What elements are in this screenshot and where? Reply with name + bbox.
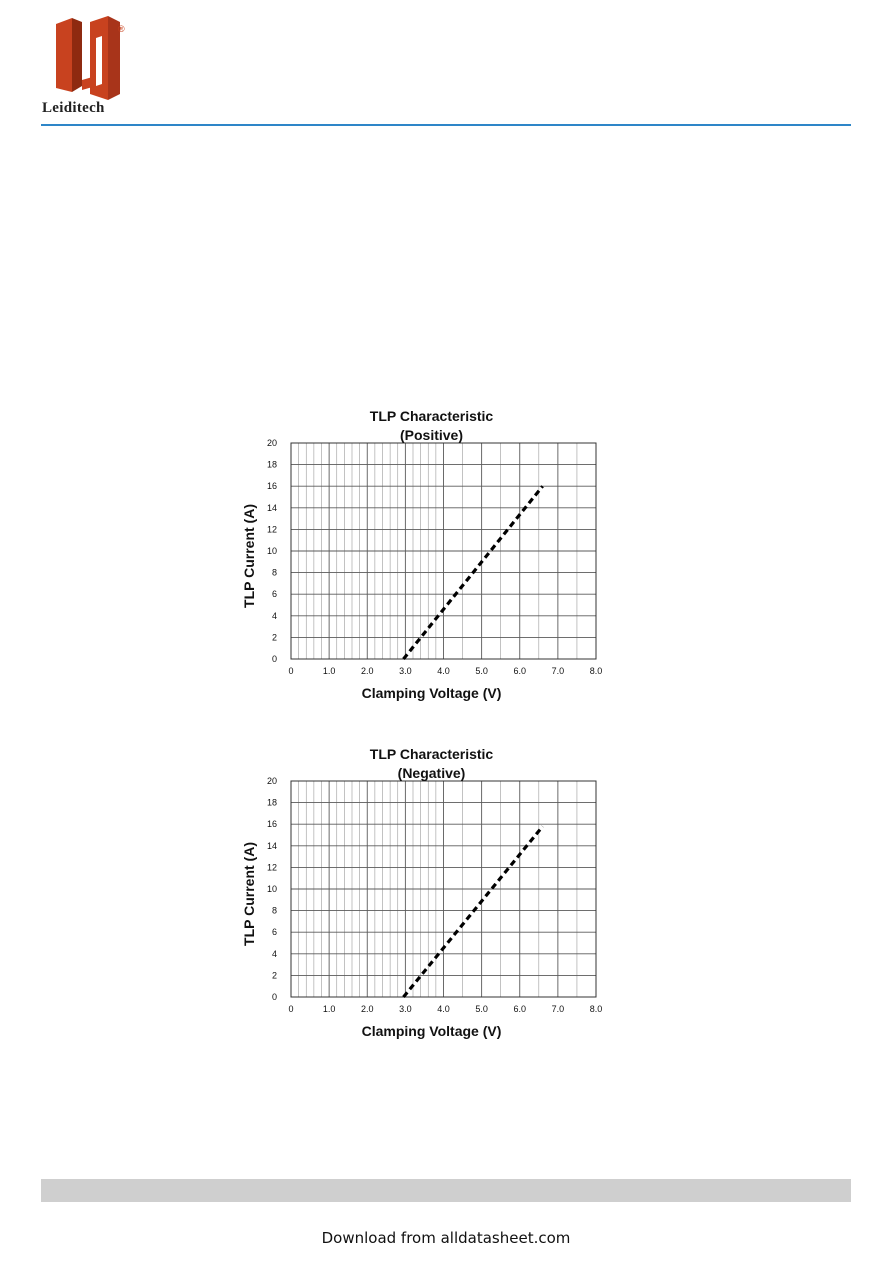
x-tick-label: 6.0 (513, 666, 526, 676)
registered-mark: ® (118, 24, 125, 34)
y-tick-label: 2 (272, 970, 277, 980)
logo-inner-notch (96, 36, 102, 86)
x-tick-label: 5.0 (475, 666, 488, 676)
y-tick-label: 18 (267, 460, 277, 470)
y-axis-label: TLP Current (A) (241, 842, 257, 946)
download-source-text: Download from alldatasheet.com (321, 1229, 571, 1247)
y-tick-label: 2 (272, 632, 277, 642)
tlp-positive-chart: 0 1.0 2.0 3.0 4.0 5.0 6.0 7.0 8.0 0 2 4 6 8 10 12 14 16 18… (230, 402, 610, 702)
y-tick-label: 16 (267, 819, 277, 829)
y-tick-label: 12 (267, 862, 277, 872)
x-tick-label: 4.0 (437, 1004, 450, 1014)
x-tick-label: 3.0 (399, 666, 412, 676)
logo-right-fold (108, 16, 120, 100)
chart-svg: 0 1.0 2.0 3.0 4.0 5.0 6.0 7.0 8.0 0 2 4 6 8 10 12 14 16 18… (241, 408, 603, 701)
plot-frame (290, 442, 597, 660)
grid (291, 781, 596, 997)
y-tick-label: 10 (267, 884, 277, 894)
y-tick-label: 6 (272, 927, 277, 937)
logo-left-panel (56, 18, 72, 92)
x-tick-label: 0 (288, 666, 293, 676)
y-tick-label: 20 (267, 776, 277, 786)
x-tick-label: 7.0 (552, 1004, 565, 1014)
series-line (402, 485, 544, 661)
y-tick-label: 10 (267, 546, 277, 556)
x-tick-label: 7.0 (552, 666, 565, 676)
grid (291, 443, 596, 659)
x-axis-label: Clamping Voltage (V) (362, 685, 502, 701)
y-tick-label: 18 (267, 798, 277, 808)
chart-title: TLP Characteristic (370, 746, 494, 762)
x-tick-label: 6.0 (513, 1004, 526, 1014)
logo-base-hook (82, 76, 96, 90)
x-axis-label: Clamping Voltage (V) (362, 1023, 502, 1039)
y-tick-label: 14 (267, 503, 277, 513)
x-tick-label: 1.0 (323, 1004, 336, 1014)
x-tick-label: 0 (288, 1004, 293, 1014)
y-tick-label: 0 (272, 654, 277, 664)
chart-subtitle: (Positive) (400, 427, 463, 443)
brand-name: Leiditech (42, 100, 105, 116)
y-tick-label: 4 (272, 611, 277, 621)
y-tick-label: 4 (272, 949, 277, 959)
leiditech-logo: ® Leiditech (38, 14, 138, 122)
y-axis-label: TLP Current (A) (241, 504, 257, 608)
x-tick-label: 1.0 (323, 666, 336, 676)
y-tick-label: 14 (267, 841, 277, 851)
x-tick-label: 8.0 (590, 666, 603, 676)
x-tick-label: 5.0 (475, 1004, 488, 1014)
y-tick-label: 16 (267, 481, 277, 491)
x-tick-label: 8.0 (590, 1004, 603, 1014)
chart-title: TLP Characteristic (370, 408, 494, 424)
chart-subtitle: (Negative) (398, 765, 466, 781)
logo-mark-icon: ® (56, 16, 125, 100)
chart-svg: 0 1.0 2.0 3.0 4.0 5.0 6.0 7.0 8.0 0 2 4 6 8 10 12 14 16 18… (241, 746, 603, 1039)
y-tick-label: 6 (272, 589, 277, 599)
x-tick-label: 2.0 (361, 666, 374, 676)
plot-frame (290, 780, 597, 998)
x-tick-label: 3.0 (399, 1004, 412, 1014)
tlp-negative-chart: 0 1.0 2.0 3.0 4.0 5.0 6.0 7.0 8.0 0 2 4 6 8 10 12 14 16 18… (230, 740, 610, 1040)
y-tick-label: 20 (267, 438, 277, 448)
y-tick-label: 8 (272, 906, 277, 916)
y-tick-label: 12 (267, 524, 277, 534)
header-rule (41, 124, 851, 126)
footer-bar (41, 1179, 851, 1202)
y-tick-label: 0 (272, 992, 277, 1002)
x-tick-label: 2.0 (361, 1004, 374, 1014)
x-tick-label: 4.0 (437, 666, 450, 676)
logo-left-fold (72, 18, 82, 92)
series-line (402, 825, 544, 999)
y-tick-label: 8 (272, 568, 277, 578)
